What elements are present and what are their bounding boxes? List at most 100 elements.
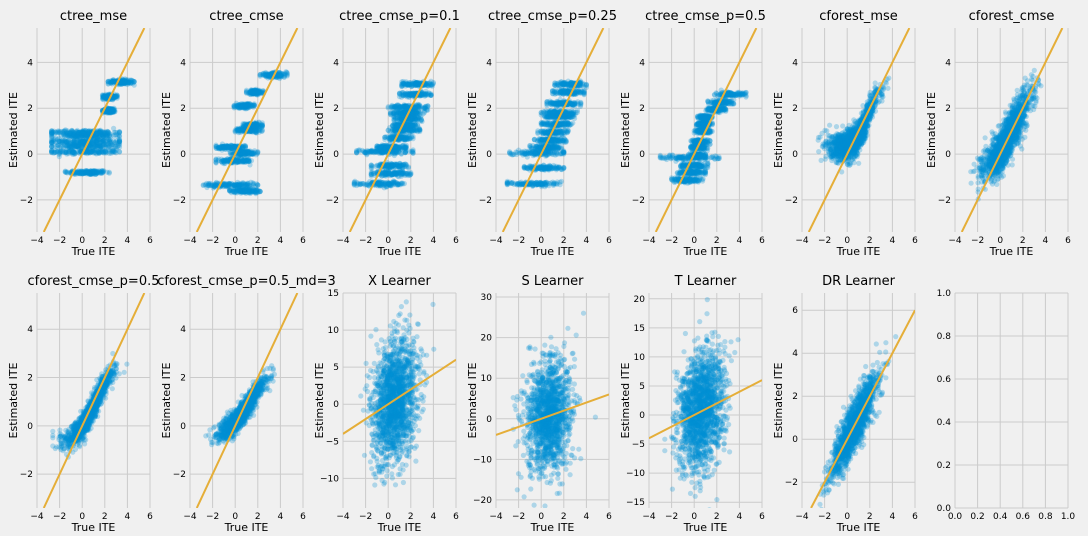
- scatter-point: [86, 143, 93, 149]
- scatter-point: [74, 143, 80, 149]
- scatter-point: [60, 148, 66, 155]
- scatter-point: [99, 139, 105, 145]
- scatter-point: [90, 171, 96, 177]
- scatter-point: [49, 131, 55, 137]
- scatter-point: [75, 149, 81, 155]
- scatter-point: [49, 133, 55, 139]
- scatter-point: [57, 148, 64, 155]
- scatter-point: [93, 168, 99, 174]
- scatter-point: [282, 72, 288, 78]
- scatter-point: [79, 170, 85, 176]
- scatter-point: [243, 101, 249, 108]
- scatter-point: [85, 170, 92, 176]
- scatter-point: [86, 171, 92, 177]
- scatter-point: [57, 149, 63, 155]
- scatter-point: [49, 137, 55, 143]
- subplot-title: ctree_cmse: [209, 9, 283, 24]
- scatter-point: [77, 143, 83, 149]
- scatter-point: [254, 187, 260, 193]
- scatter-point: [64, 139, 70, 145]
- scatter-point: [396, 164, 402, 170]
- diagonal-reference-line: [348, 28, 452, 232]
- scatter-point: [103, 141, 109, 147]
- x-tick-label: 0: [79, 236, 85, 246]
- scatter-point: [97, 143, 103, 149]
- scatter-point: [224, 145, 230, 151]
- scatter-point: [87, 150, 93, 156]
- scatter-point: [74, 136, 80, 142]
- scatter-point: [88, 169, 94, 175]
- scatter-point: [380, 179, 386, 185]
- scatter-point: [82, 170, 88, 176]
- scatter-point: [95, 149, 101, 155]
- scatter-point: [402, 103, 408, 109]
- scatter-point: [106, 150, 112, 156]
- scatter-point: [96, 134, 102, 140]
- scatter-point: [107, 140, 113, 147]
- scatter-point: [56, 138, 62, 144]
- y-tick-label: 0: [486, 150, 492, 160]
- scatter-point: [79, 169, 85, 175]
- scatter-point: [56, 138, 62, 144]
- scatter-point: [49, 135, 55, 141]
- scatter-point: [62, 138, 68, 144]
- scatter-point: [94, 139, 100, 145]
- scatter-point: [76, 138, 82, 144]
- scatter-point: [66, 144, 72, 150]
- scatter-point: [85, 148, 92, 154]
- scatter-point: [92, 148, 98, 154]
- scatter-points: [504, 78, 590, 190]
- scatter-point: [211, 184, 217, 190]
- scatter-point: [64, 139, 70, 145]
- scatter-point: [51, 138, 57, 144]
- scatter-point: [85, 150, 91, 156]
- scatter-point: [63, 138, 69, 144]
- scatter-point: [105, 140, 111, 147]
- scatter-point: [78, 170, 84, 176]
- scatter-point: [75, 144, 81, 150]
- y-tick-label: 2: [486, 104, 492, 114]
- scatter-point: [65, 130, 71, 136]
- scatter-point: [79, 171, 85, 177]
- x-tick-label: 2: [102, 236, 108, 246]
- scatter-point: [96, 169, 102, 175]
- scatter-point: [78, 145, 84, 151]
- scatter-point: [82, 138, 88, 144]
- scatter-point: [96, 137, 102, 143]
- scatter-point: [102, 149, 108, 155]
- scatter-point: [84, 169, 90, 175]
- scatter-point: [52, 137, 58, 143]
- scatter-point: [89, 140, 95, 146]
- scatter-point: [91, 168, 97, 174]
- scatter-point: [109, 148, 115, 154]
- scatter-point: [100, 169, 106, 175]
- scatter-point: [101, 135, 107, 141]
- scatter-point: [71, 149, 77, 155]
- scatter-point: [71, 139, 77, 145]
- scatter-point: [403, 164, 410, 170]
- scatter-point: [83, 167, 89, 174]
- scatter-point: [49, 149, 55, 155]
- scatter-point: [95, 143, 101, 149]
- scatter-point: [84, 170, 90, 176]
- scatter-point: [93, 138, 99, 144]
- scatter-point: [71, 140, 77, 146]
- scatter-point: [51, 144, 57, 150]
- scatter-point: [79, 129, 85, 135]
- scatter-point: [97, 140, 103, 146]
- scatter-point: [107, 143, 114, 149]
- scatter-point: [85, 169, 91, 175]
- scatter-point: [98, 149, 104, 155]
- scatter-point: [71, 142, 77, 148]
- scatter-point: [79, 132, 85, 138]
- scatter-point: [99, 149, 106, 155]
- scatter-point: [74, 143, 80, 149]
- scatter-point: [69, 150, 75, 156]
- scatter-point: [99, 168, 105, 174]
- scatter-point: [68, 144, 74, 150]
- scatter-point: [107, 139, 113, 145]
- scatter-point: [49, 150, 55, 156]
- scatter-point: [94, 143, 101, 149]
- scatter-point: [93, 132, 99, 138]
